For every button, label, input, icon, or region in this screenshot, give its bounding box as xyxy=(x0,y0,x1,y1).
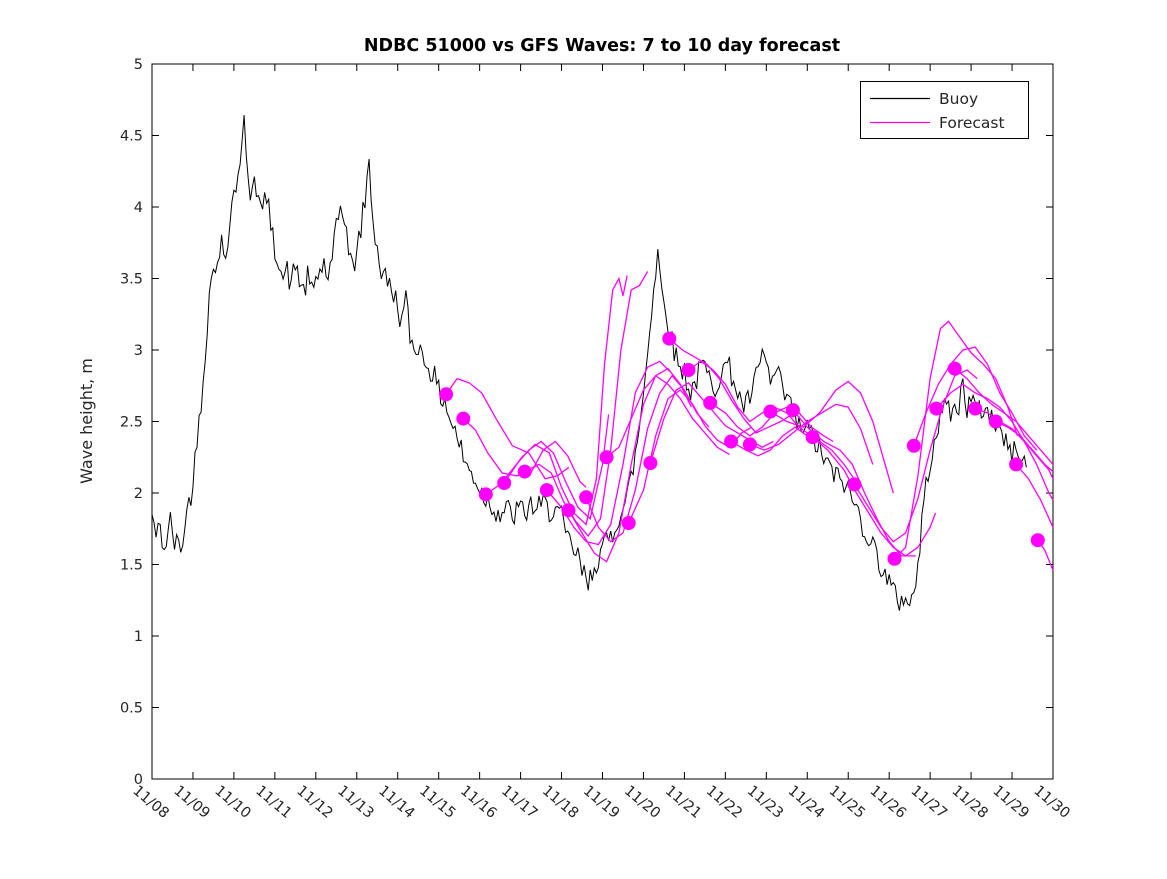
forecast-start-marker xyxy=(763,404,778,419)
forecast-line xyxy=(567,367,692,563)
x-tick-label: 11/08 xyxy=(129,783,171,822)
x-tick-label: 11/18 xyxy=(539,783,581,822)
forecast-line xyxy=(995,420,1054,473)
forecast-start-marker xyxy=(497,476,512,490)
y-tick-label: 5 xyxy=(134,57,143,73)
forecast-start-marker xyxy=(947,361,962,376)
y-axis-label: Wave height, m xyxy=(77,358,96,484)
y-tick-label: 2 xyxy=(134,486,143,502)
forecast-start-marker xyxy=(478,487,493,502)
forecast-line xyxy=(546,360,671,546)
y-tick-label: 0.5 xyxy=(120,701,143,717)
forecast-line xyxy=(812,436,937,557)
x-tick-label: 11/20 xyxy=(621,783,663,822)
x-tick-label: 11/15 xyxy=(416,783,458,822)
forecast-line xyxy=(503,275,628,526)
x-tick-label: 11/23 xyxy=(744,783,786,822)
forecast-line xyxy=(668,338,793,434)
forecast-start-marker xyxy=(742,437,757,452)
forecast-start-marker xyxy=(681,363,696,377)
forecast-line xyxy=(894,320,1019,560)
forecast-start-marker xyxy=(1009,457,1024,472)
forecast-start-marker xyxy=(906,438,921,453)
y-tick-label: 1.5 xyxy=(120,558,143,574)
x-tick-label: 11/12 xyxy=(293,783,335,822)
x-tick-label: 11/10 xyxy=(211,783,253,822)
x-tick-label: 11/09 xyxy=(170,783,212,822)
x-tick-label: 11/28 xyxy=(949,783,991,822)
legend-forecast-label: Forecast xyxy=(939,114,1005,132)
forecast-start-marker xyxy=(579,490,594,505)
x-tick-label: 11/16 xyxy=(457,783,499,822)
forecast-start-marker xyxy=(517,464,532,479)
forecast-line xyxy=(935,383,1054,501)
forecast-line xyxy=(524,271,649,537)
forecast-line xyxy=(853,369,978,543)
forecast-line xyxy=(770,380,894,494)
y-tick-label: 0 xyxy=(134,772,143,788)
x-tick-label: 11/11 xyxy=(252,783,294,822)
forecast-start-marker xyxy=(785,403,800,418)
forecast-line xyxy=(649,382,774,464)
x-tick-label: 11/27 xyxy=(908,783,950,822)
forecast-line xyxy=(585,374,710,543)
forecast-line xyxy=(1015,463,1054,528)
legend-buoy-label: Buoy xyxy=(939,90,978,108)
forecast-start-marker xyxy=(621,516,636,530)
x-tick-label: 11/29 xyxy=(989,783,1031,822)
x-tick-label: 11/30 xyxy=(1030,783,1072,822)
forecast-start-marker xyxy=(703,395,718,410)
forecast-line xyxy=(688,360,812,437)
legend-box xyxy=(860,81,1029,139)
forecast-start-marker xyxy=(456,411,471,426)
plot-area: 11/0811/0911/1011/1111/1211/1311/1411/15… xyxy=(120,57,1073,822)
forecast-start-marker xyxy=(539,483,554,498)
forecast-line xyxy=(445,377,570,480)
forecast-line xyxy=(628,389,752,524)
forecast-start-marker xyxy=(724,434,739,449)
forecast-start-marker xyxy=(561,503,576,518)
forecast-line xyxy=(913,346,1038,451)
y-tick-label: 4.5 xyxy=(120,129,143,145)
forecast-line xyxy=(730,426,855,480)
forecast-start-marker xyxy=(847,477,862,492)
x-tick-label: 11/21 xyxy=(662,783,704,822)
buoy-line xyxy=(151,115,1027,611)
axes-box xyxy=(151,63,1054,780)
forecast-start-marker xyxy=(662,331,677,346)
forecast-start-marker xyxy=(805,430,820,445)
y-tick-label: 1 xyxy=(134,629,143,645)
x-tick-label: 11/22 xyxy=(703,783,745,822)
y-tick-label: 2.5 xyxy=(120,415,143,431)
forecast-start-marker xyxy=(643,456,658,470)
forecast-start-marker xyxy=(968,401,983,416)
y-tick-label: 4 xyxy=(134,200,143,216)
forecast-line xyxy=(485,414,610,520)
y-tick-label: 3 xyxy=(134,343,143,359)
x-tick-label: 11/24 xyxy=(785,783,827,822)
y-tick-label: 3.5 xyxy=(120,272,143,288)
x-tick-label: 11/25 xyxy=(826,783,868,822)
forecast-start-marker xyxy=(439,387,454,402)
x-tick-label: 11/17 xyxy=(498,783,540,822)
forecast-line xyxy=(606,374,730,458)
forecast-start-marker xyxy=(887,551,902,566)
forecast-start-marker xyxy=(929,401,944,416)
legend: Buoy Forecast xyxy=(860,81,1029,139)
x-tick-label: 11/14 xyxy=(375,783,417,822)
x-tick-label: 11/13 xyxy=(334,783,376,822)
forecast-start-marker xyxy=(599,450,614,465)
forecast-start-marker xyxy=(1030,533,1045,548)
chart-title: NDBC 51000 vs GFS Waves: 7 to 10 day for… xyxy=(364,36,840,56)
forecast-line xyxy=(954,368,1054,465)
forecast-start-marker xyxy=(988,414,1003,429)
x-tick-label: 11/19 xyxy=(580,783,622,822)
x-tick-label: 11/26 xyxy=(867,783,909,822)
